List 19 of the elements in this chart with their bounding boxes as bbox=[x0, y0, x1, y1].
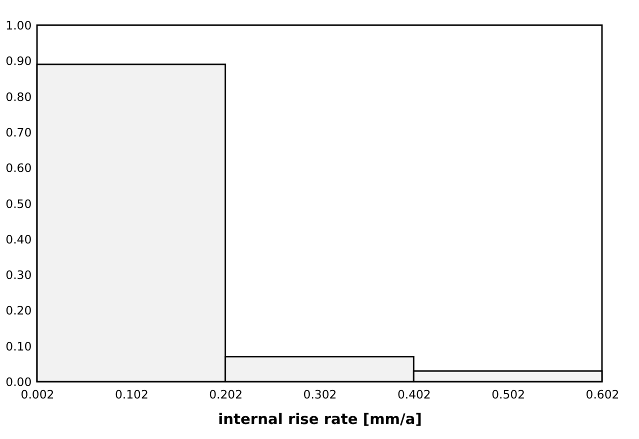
y-tick-label: 0.30 bbox=[6, 268, 32, 282]
y-tick-label: 0.50 bbox=[6, 196, 32, 211]
y-tick-label: 0.70 bbox=[6, 125, 32, 140]
x-tick-label: 0.202 bbox=[209, 388, 243, 402]
x-axis-title: internal rise rate [mm/a] bbox=[218, 411, 422, 428]
y-tick-label: 1.00 bbox=[6, 18, 32, 33]
x-tick-label: 0.502 bbox=[492, 388, 526, 402]
y-tick-label: 0.40 bbox=[6, 232, 32, 246]
y-tick-label: 0.00 bbox=[6, 375, 32, 390]
y-tick-label: 0.10 bbox=[6, 339, 32, 354]
y-tick-label: 0.90 bbox=[6, 54, 32, 68]
x-tick-label: 0.102 bbox=[114, 388, 148, 402]
y-tick-label: 0.80 bbox=[6, 90, 32, 104]
x-tick-label: 0.302 bbox=[303, 388, 337, 402]
x-tick-label: 0.402 bbox=[397, 388, 431, 402]
x-tick-label: 0.602 bbox=[586, 388, 620, 402]
y-tick-label: 0.60 bbox=[6, 161, 32, 176]
x-tick-label: 0.002 bbox=[20, 388, 54, 402]
y-tick-label: 0.20 bbox=[6, 304, 32, 318]
